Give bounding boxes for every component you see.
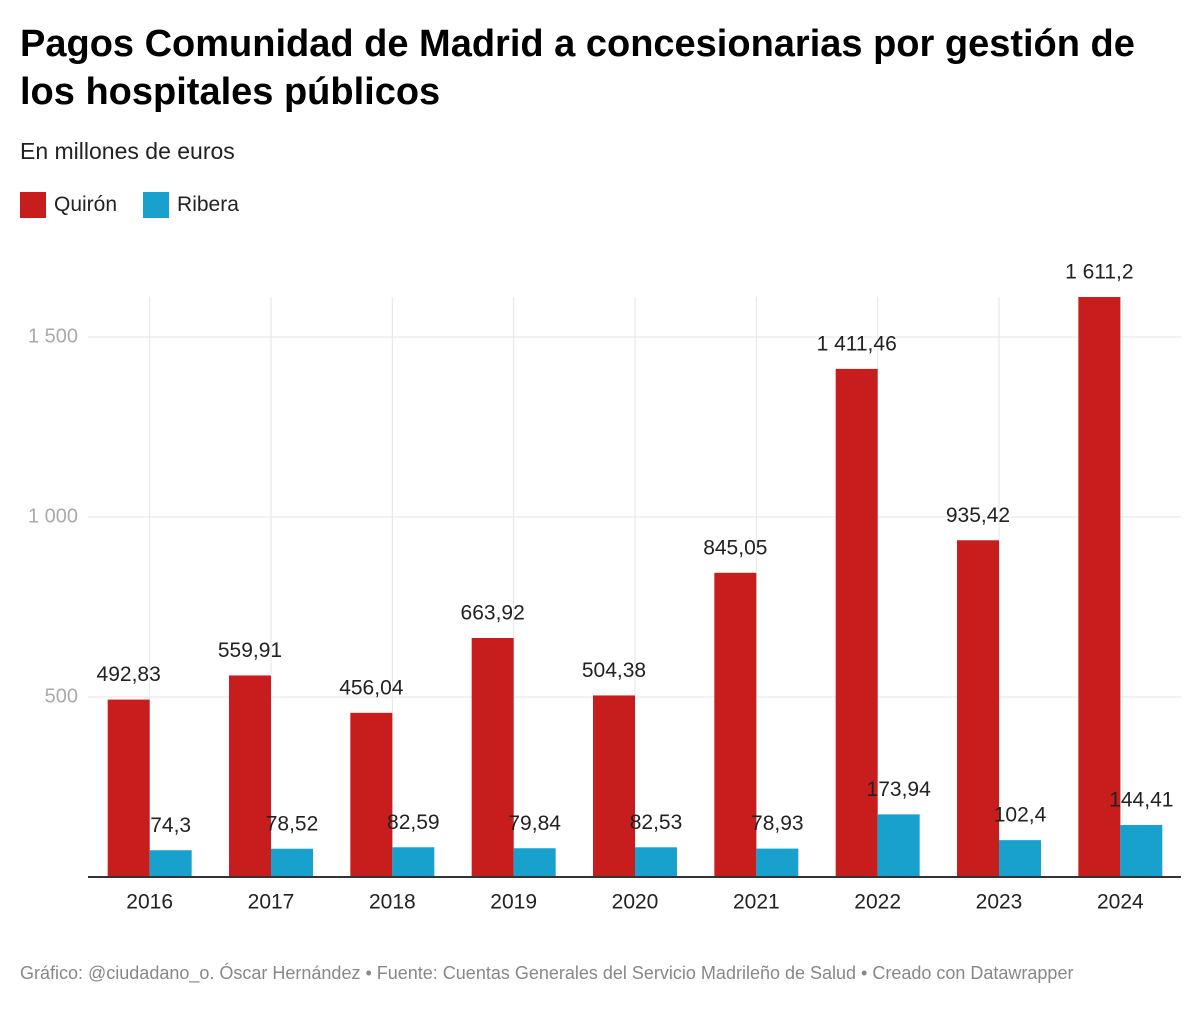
legend: Quirón Ribera — [20, 192, 239, 218]
footer: Gráfico: @ciudadano_o. Óscar Hernández •… — [20, 963, 1074, 983]
bar — [149, 850, 192, 877]
legend-item: Ribera — [143, 192, 239, 218]
value-label: 935,42 — [946, 504, 1010, 527]
bar — [877, 814, 920, 877]
bar — [835, 368, 878, 877]
bar — [1078, 297, 1121, 877]
bar — [350, 712, 393, 877]
value-label: 79,84 — [508, 812, 561, 835]
bar — [513, 848, 556, 877]
y-tick-label: 500 — [45, 685, 78, 707]
x-tick-label: 2022 — [854, 891, 901, 914]
legend-swatch — [143, 192, 170, 218]
value-label: 559,91 — [218, 639, 282, 662]
legend-item: Quirón — [20, 192, 117, 218]
bar — [635, 847, 677, 877]
value-label: 663,92 — [461, 602, 525, 625]
x-tick-label: 2023 — [976, 891, 1023, 914]
value-label: 102,4 — [994, 804, 1047, 827]
bar — [471, 638, 514, 877]
value-label: 492,83 — [97, 663, 161, 686]
value-label: 74,3 — [150, 814, 191, 837]
value-label: 82,53 — [630, 811, 683, 834]
value-label: 144,41 — [1109, 789, 1173, 812]
value-label: 456,04 — [339, 676, 404, 699]
y-tick-label: 1 000 — [28, 505, 78, 527]
bar — [1120, 825, 1163, 877]
legend-label: Quirón — [54, 193, 118, 216]
x-tick-label: 2017 — [248, 891, 295, 914]
legend-label: Ribera — [177, 193, 239, 216]
legend-swatch — [20, 192, 46, 218]
bar — [756, 848, 799, 877]
chart: 500 1 000 1 500 2016 492,83 74,3 2017 559,91 78,… — [28, 261, 1181, 914]
x-tick-label: 2024 — [1097, 891, 1144, 914]
bar — [229, 675, 271, 877]
value-label: 173,94 — [867, 778, 932, 801]
value-label: 845,05 — [703, 536, 767, 559]
x-tick-label: 2020 — [612, 891, 659, 914]
bar — [999, 840, 1041, 877]
value-label: 1 611,2 — [1065, 261, 1134, 284]
bar — [271, 848, 313, 877]
value-label: 82,59 — [387, 811, 440, 834]
value-label: 504,38 — [582, 659, 646, 682]
x-tick-label: 2019 — [490, 891, 537, 914]
bar — [107, 699, 150, 877]
value-label: 78,93 — [751, 812, 804, 835]
chart-subtitle: En millones de euros — [20, 138, 235, 164]
bar — [957, 540, 999, 877]
chart-title: Pagos Comunidad de Madrid a concesionari… — [20, 23, 1135, 113]
x-tick-label: 2021 — [733, 891, 780, 914]
value-label: 1 411,46 — [817, 332, 897, 355]
bar — [714, 572, 757, 877]
x-tick-label: 2018 — [369, 891, 416, 914]
x-tick-label: 2016 — [126, 891, 173, 914]
value-label: 78,52 — [266, 812, 319, 835]
bar — [593, 695, 635, 877]
y-tick-label: 1 500 — [28, 325, 78, 347]
bar — [392, 847, 435, 877]
